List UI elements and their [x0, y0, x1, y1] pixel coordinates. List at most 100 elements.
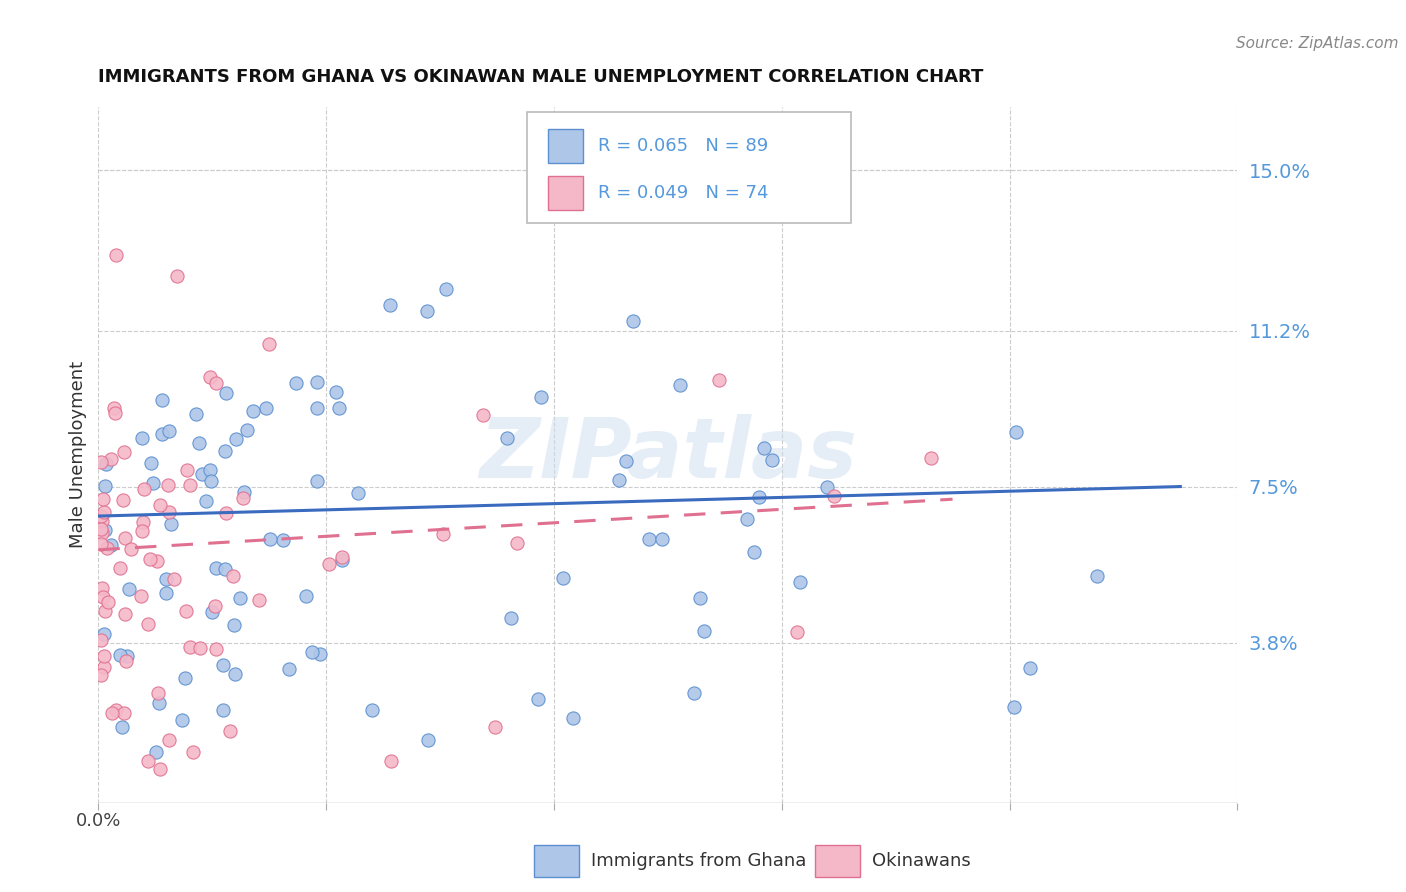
Text: Immigrants from Ghana: Immigrants from Ghana	[591, 852, 806, 870]
Point	[90, 526, 112, 541]
Point	[188, 436, 211, 450]
Point	[91, 591, 114, 605]
Point	[318, 557, 340, 571]
Point	[104, 247, 127, 261]
Point	[90, 508, 112, 523]
Text: R = 0.065   N = 89: R = 0.065 N = 89	[598, 137, 768, 155]
Point	[90, 632, 112, 647]
Point	[204, 376, 226, 390]
Point	[146, 554, 169, 568]
Text: 0.0%: 0.0%	[76, 812, 121, 830]
Point	[328, 401, 350, 416]
Point	[214, 561, 236, 575]
Point	[232, 491, 254, 506]
Point	[132, 482, 155, 496]
Point	[103, 401, 125, 416]
Point	[184, 408, 207, 422]
Point	[166, 268, 188, 283]
Point	[96, 541, 118, 556]
Point	[132, 516, 155, 530]
Point	[150, 427, 173, 442]
Point	[179, 478, 201, 492]
Point	[200, 475, 222, 489]
Point	[94, 479, 117, 493]
Point	[108, 561, 131, 575]
Point	[104, 406, 127, 420]
Point	[93, 604, 115, 618]
Point	[638, 533, 661, 547]
Point	[215, 385, 238, 400]
Point	[380, 754, 402, 768]
Point	[131, 431, 153, 445]
Point	[91, 514, 114, 528]
Point	[683, 686, 706, 700]
Point	[90, 455, 112, 469]
Point	[112, 445, 135, 459]
Point	[527, 692, 550, 706]
Point	[748, 490, 770, 504]
Point	[472, 408, 495, 422]
Point	[100, 538, 122, 552]
Point	[149, 498, 172, 512]
Point	[416, 304, 439, 318]
Point	[285, 376, 308, 391]
Point	[222, 618, 245, 632]
Y-axis label: Male Unemployment: Male Unemployment	[69, 361, 87, 549]
Point	[139, 456, 162, 470]
Point	[360, 703, 382, 717]
Point	[214, 507, 236, 521]
Text: ZIPatlas: ZIPatlas	[479, 415, 856, 495]
Point	[789, 575, 811, 590]
Point	[707, 373, 730, 387]
Point	[114, 531, 136, 545]
Text: R = 0.049   N = 74: R = 0.049 N = 74	[598, 184, 768, 202]
Point	[305, 401, 328, 416]
Point	[90, 667, 112, 681]
Point	[257, 337, 280, 351]
Point	[823, 489, 845, 503]
Point	[551, 571, 574, 585]
Point	[112, 706, 135, 720]
Point	[176, 463, 198, 477]
Point	[530, 390, 553, 404]
Point	[200, 605, 222, 619]
Point	[198, 370, 221, 384]
Point	[145, 745, 167, 759]
Point	[179, 640, 201, 655]
Point	[651, 532, 673, 546]
Point	[434, 282, 457, 296]
Point	[669, 378, 692, 392]
Point	[770, 185, 793, 199]
Point	[195, 493, 218, 508]
Point	[562, 711, 585, 725]
Point	[247, 592, 270, 607]
Point	[815, 480, 838, 494]
Point	[614, 454, 637, 468]
Point	[90, 537, 112, 551]
Point	[233, 484, 256, 499]
Point	[146, 686, 169, 700]
Point	[305, 475, 328, 489]
Point	[174, 604, 197, 618]
Point	[295, 589, 318, 603]
Text: Okinawans: Okinawans	[872, 852, 970, 870]
Point	[157, 732, 180, 747]
Point	[170, 713, 193, 727]
Point	[416, 732, 439, 747]
Point	[93, 492, 115, 507]
Point	[506, 536, 529, 550]
Point	[301, 645, 323, 659]
Point	[94, 457, 117, 471]
Point	[204, 561, 226, 575]
Point	[222, 568, 245, 582]
Point	[118, 582, 141, 596]
Point	[191, 467, 214, 481]
Text: IMMIGRANTS FROM GHANA VS OKINAWAN MALE UNEMPLOYMENT CORRELATION CHART: IMMIGRANTS FROM GHANA VS OKINAWAN MALE U…	[98, 68, 984, 86]
Point	[501, 611, 523, 625]
Point	[752, 441, 775, 455]
Point	[105, 702, 128, 716]
Point	[1018, 661, 1040, 675]
Point	[139, 552, 162, 566]
Point	[432, 527, 454, 541]
Point	[693, 624, 716, 638]
